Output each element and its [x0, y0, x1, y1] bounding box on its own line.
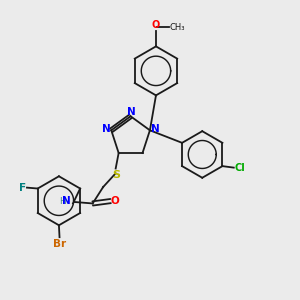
Text: O: O	[152, 20, 160, 30]
Text: N: N	[127, 107, 136, 117]
Text: CH₃: CH₃	[169, 23, 185, 32]
Text: H: H	[59, 197, 66, 206]
Text: Br: Br	[53, 239, 66, 249]
Text: N: N	[151, 124, 160, 134]
Text: S: S	[112, 170, 120, 180]
Text: Cl: Cl	[234, 163, 245, 172]
Text: N: N	[61, 196, 70, 206]
Text: O: O	[110, 196, 119, 206]
Text: N: N	[101, 124, 110, 134]
Text: F: F	[19, 183, 26, 193]
